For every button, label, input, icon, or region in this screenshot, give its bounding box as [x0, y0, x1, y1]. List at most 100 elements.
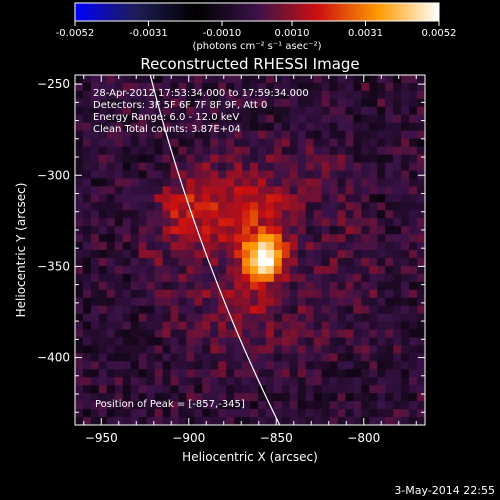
heatmap-cell: [401, 202, 410, 211]
heatmap-cell: [138, 337, 147, 346]
heatmap-cell: [250, 178, 259, 187]
heatmap-cell: [289, 281, 299, 291]
heatmap-cell: [313, 218, 322, 227]
heatmap-cell: [361, 377, 370, 386]
heatmap-cell: [122, 170, 132, 179]
heatmap-cell: [194, 250, 203, 259]
heatmap-cell: [393, 146, 402, 155]
heatmap-cell: [154, 305, 163, 315]
heatmap-cell: [130, 178, 140, 187]
colorbar-tick-label: -0.0052: [56, 28, 95, 39]
heatmap-cell: [337, 361, 346, 370]
heatmap-cell: [289, 202, 299, 211]
heatmap-cell: [98, 226, 108, 235]
heatmap-cell: [178, 417, 187, 425]
heatmap-cell: [90, 162, 100, 171]
heatmap-cell: [202, 218, 211, 227]
solar-limb-line: [149, 75, 281, 425]
heatmap-cell: [138, 273, 147, 283]
heatmap-cell: [377, 281, 386, 291]
heatmap-cell: [106, 361, 116, 370]
heatmap-cell: [257, 234, 267, 243]
heatmap-cell: [75, 146, 84, 155]
heatmap-cell: [409, 202, 418, 211]
heatmap-cell: [90, 82, 100, 92]
heatmap-cell: [210, 210, 219, 219]
heatmap-cell: [329, 218, 338, 227]
heatmap-cell: [106, 377, 116, 386]
heatmap-cell: [329, 242, 338, 251]
heatmap-cell: [401, 265, 410, 275]
heatmap-cell: [345, 138, 354, 147]
heatmap-cell: [90, 321, 100, 330]
heatmap-cell: [75, 130, 84, 140]
heatmap-cell: [297, 242, 307, 251]
heatmap-cell: [297, 273, 307, 283]
heatmap-cell: [250, 313, 259, 322]
heatmap-cell: [162, 409, 171, 418]
heatmap-cell: [178, 250, 187, 259]
heatmap-cell: [305, 170, 315, 179]
heatmap-cell: [194, 369, 203, 378]
heatmap-cell: [289, 234, 299, 243]
heatmap-cell: [337, 321, 346, 330]
heatmap-cell: [234, 321, 243, 330]
heatmap-cell: [321, 146, 330, 155]
heatmap-cell: [234, 218, 243, 227]
heatmap-cell: [75, 226, 84, 235]
heatmap-cell: [393, 385, 402, 394]
heatmap-cell: [345, 194, 354, 203]
heatmap-cell: [281, 329, 291, 338]
heatmap-cell: [90, 369, 100, 378]
heatmap-cell: [122, 385, 132, 394]
heatmap-cell: [289, 313, 299, 322]
heatmap-cell: [242, 289, 251, 299]
heatmap-cell: [90, 337, 100, 346]
heatmap-cell: [401, 305, 410, 315]
heatmap-cell: [178, 162, 187, 171]
heatmap-cell: [409, 186, 418, 195]
heatmap-cell: [369, 122, 378, 132]
heatmap-cell: [122, 226, 132, 235]
heatmap-cell: [265, 202, 275, 211]
annotation-clean-counts: Clean Total counts: 3.87E+04: [93, 124, 241, 135]
heatmap-cell: [409, 178, 418, 187]
heatmap-cell: [281, 218, 291, 227]
heatmap-cell: [82, 178, 92, 187]
heatmap-cell: [106, 154, 116, 163]
heatmap-cell: [90, 170, 100, 179]
heatmap-cell: [146, 257, 155, 267]
heatmap-cell: [114, 194, 124, 203]
heatmap-cell: [82, 218, 92, 227]
heatmap-cell: [202, 114, 211, 124]
heatmap-cell: [257, 146, 267, 155]
heatmap-cell: [146, 313, 155, 322]
heatmap-cell: [257, 361, 267, 370]
heatmap-cell: [385, 329, 394, 338]
heatmap-cell: [289, 122, 299, 132]
heatmap-cell: [265, 210, 275, 219]
heatmap-cell: [257, 130, 267, 140]
heatmap-cell: [114, 289, 124, 299]
heatmap-cell: [417, 186, 425, 195]
heatmap-cell: [130, 75, 140, 84]
heatmap-cell: [281, 377, 291, 386]
heatmap-cell: [250, 138, 259, 147]
heatmap-cell: [202, 75, 211, 84]
heatmap-cell: [90, 393, 100, 402]
heatmap-cell: [353, 401, 362, 410]
heatmap-cell: [273, 345, 283, 354]
heatmap-cell: [170, 305, 179, 315]
heatmap-cell: [122, 98, 132, 108]
heatmap-cell: [313, 130, 322, 140]
heatmap-cell: [353, 385, 362, 394]
heatmap-cell: [313, 106, 322, 116]
heatmap-cell: [329, 273, 338, 283]
heatmap-cell: [146, 114, 155, 124]
heatmap-cell: [417, 122, 425, 132]
heatmap-cell: [337, 345, 346, 354]
heatmap-cell: [409, 265, 418, 275]
heatmap-cell: [98, 106, 108, 116]
heatmap-cell: [202, 313, 211, 322]
heatmap-cell: [226, 393, 235, 402]
